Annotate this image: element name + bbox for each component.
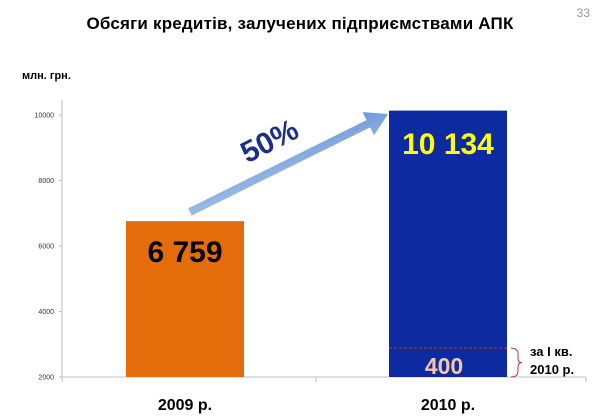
y-unit-label: млн. грн. [22, 70, 71, 82]
chart-title: Обсяги кредитів, залучених підприємствам… [86, 14, 514, 33]
y-tick-label: 10000 [35, 113, 55, 120]
bar-2 [389, 110, 507, 377]
bar-1-value-label: 6 759 [147, 236, 222, 269]
sub-value-label: 400 [425, 353, 463, 379]
y-tick-label: 4000 [38, 309, 54, 316]
sub-value-brace [510, 347, 523, 378]
bar-1 [126, 221, 244, 377]
y-tick-label: 6000 [38, 244, 54, 251]
growth-arrow-shape [188, 112, 388, 216]
sub-note-line-2: 2010 р. [530, 362, 574, 377]
x-category-label: 2010 р. [421, 397, 475, 414]
x-category-label: 2009 р. [158, 397, 212, 414]
y-tick-label: 2000 [38, 375, 54, 382]
growth-arrow [188, 112, 388, 216]
y-tick-label: 8000 [38, 178, 54, 185]
bar-2-value-label: 10 134 [402, 128, 494, 161]
sub-note-line-1: за І кв. [530, 344, 572, 359]
slide-number: 33 [576, 6, 590, 20]
